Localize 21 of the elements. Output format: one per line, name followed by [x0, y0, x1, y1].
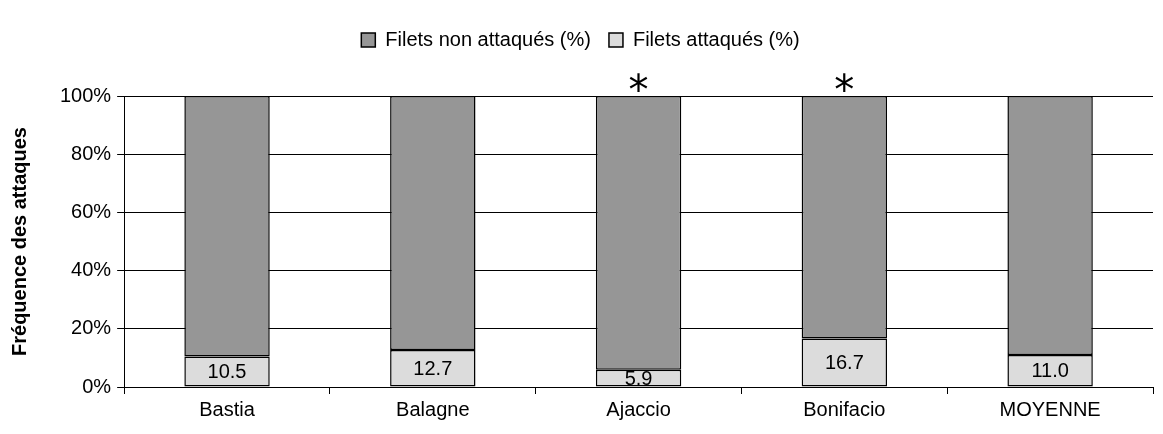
x-tick-label: MOYENNE: [999, 397, 1101, 420]
y-tick-label: 0%: [82, 374, 112, 397]
x-tick-label: Bonifacio: [803, 397, 886, 420]
data-label: 11.0: [1031, 359, 1069, 382]
annotation: *: [628, 67, 649, 113]
y-tick-label: 20%: [71, 316, 112, 339]
legend-label: Filets attaqués (%): [632, 27, 800, 50]
y-tick-label: 40%: [71, 258, 112, 281]
data-label: 16.7: [824, 350, 864, 373]
data-label: 10.5: [207, 359, 247, 382]
y-tick-label: 60%: [71, 199, 112, 222]
x-tick-label: Ajaccio: [606, 397, 671, 420]
legend-label: Filets non attaqués (%): [385, 27, 591, 50]
x-tick-label: Balagne: [396, 397, 470, 420]
y-tick-label: 80%: [71, 141, 112, 164]
data-label: 5.9: [624, 366, 653, 389]
annotation: *: [834, 67, 855, 113]
x-tick-label: Bastia: [199, 397, 256, 420]
y-axis-title: Fréquence des attaques: [7, 127, 30, 356]
y-tick-label: 100%: [60, 83, 112, 106]
data-label: 12.7: [413, 356, 453, 379]
